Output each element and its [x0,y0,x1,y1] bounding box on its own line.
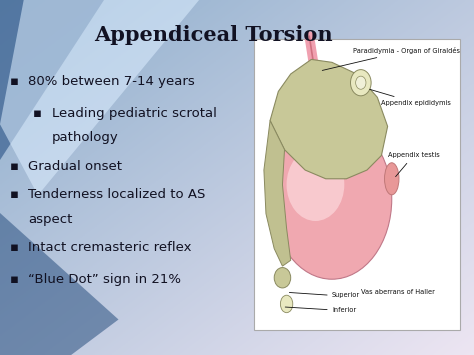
Text: aspect: aspect [28,213,73,226]
Text: ▪: ▪ [9,241,18,255]
Ellipse shape [274,268,291,288]
Text: “Blue Dot” sign in 21%: “Blue Dot” sign in 21% [28,273,182,286]
Ellipse shape [287,148,344,221]
Text: Appendix testis: Appendix testis [388,153,439,177]
Ellipse shape [350,70,371,96]
Ellipse shape [281,295,293,313]
Text: 80% between 7-14 years: 80% between 7-14 years [28,75,195,88]
Ellipse shape [356,76,366,89]
Text: Paradidymia - Organ of Giraldés: Paradidymia - Organ of Giraldés [322,47,460,70]
Text: ▪: ▪ [9,273,18,286]
Text: Superior: Superior [332,292,360,298]
Text: Inferior: Inferior [332,307,356,313]
Text: ▪: ▪ [33,106,42,120]
Text: Leading pediatric scrotal: Leading pediatric scrotal [52,106,217,120]
Text: ▪: ▪ [9,160,18,173]
FancyBboxPatch shape [254,39,460,330]
Text: Appendix epididymis: Appendix epididymis [370,89,451,106]
Ellipse shape [384,163,399,195]
Ellipse shape [272,119,392,279]
Text: Tenderness localized to AS: Tenderness localized to AS [28,188,206,201]
Text: Vas aberrans of Haller: Vas aberrans of Haller [361,289,435,295]
Text: Intact cremasteric reflex: Intact cremasteric reflex [28,241,192,255]
Text: pathology: pathology [52,131,119,144]
Text: ▪: ▪ [9,188,18,201]
Polygon shape [264,121,291,266]
Text: Appendiceal Torsion: Appendiceal Torsion [94,25,333,45]
Polygon shape [0,213,118,355]
Polygon shape [0,0,199,195]
Text: Gradual onset: Gradual onset [28,160,122,173]
Polygon shape [270,59,388,179]
Polygon shape [0,0,104,160]
Text: ▪: ▪ [9,75,18,88]
